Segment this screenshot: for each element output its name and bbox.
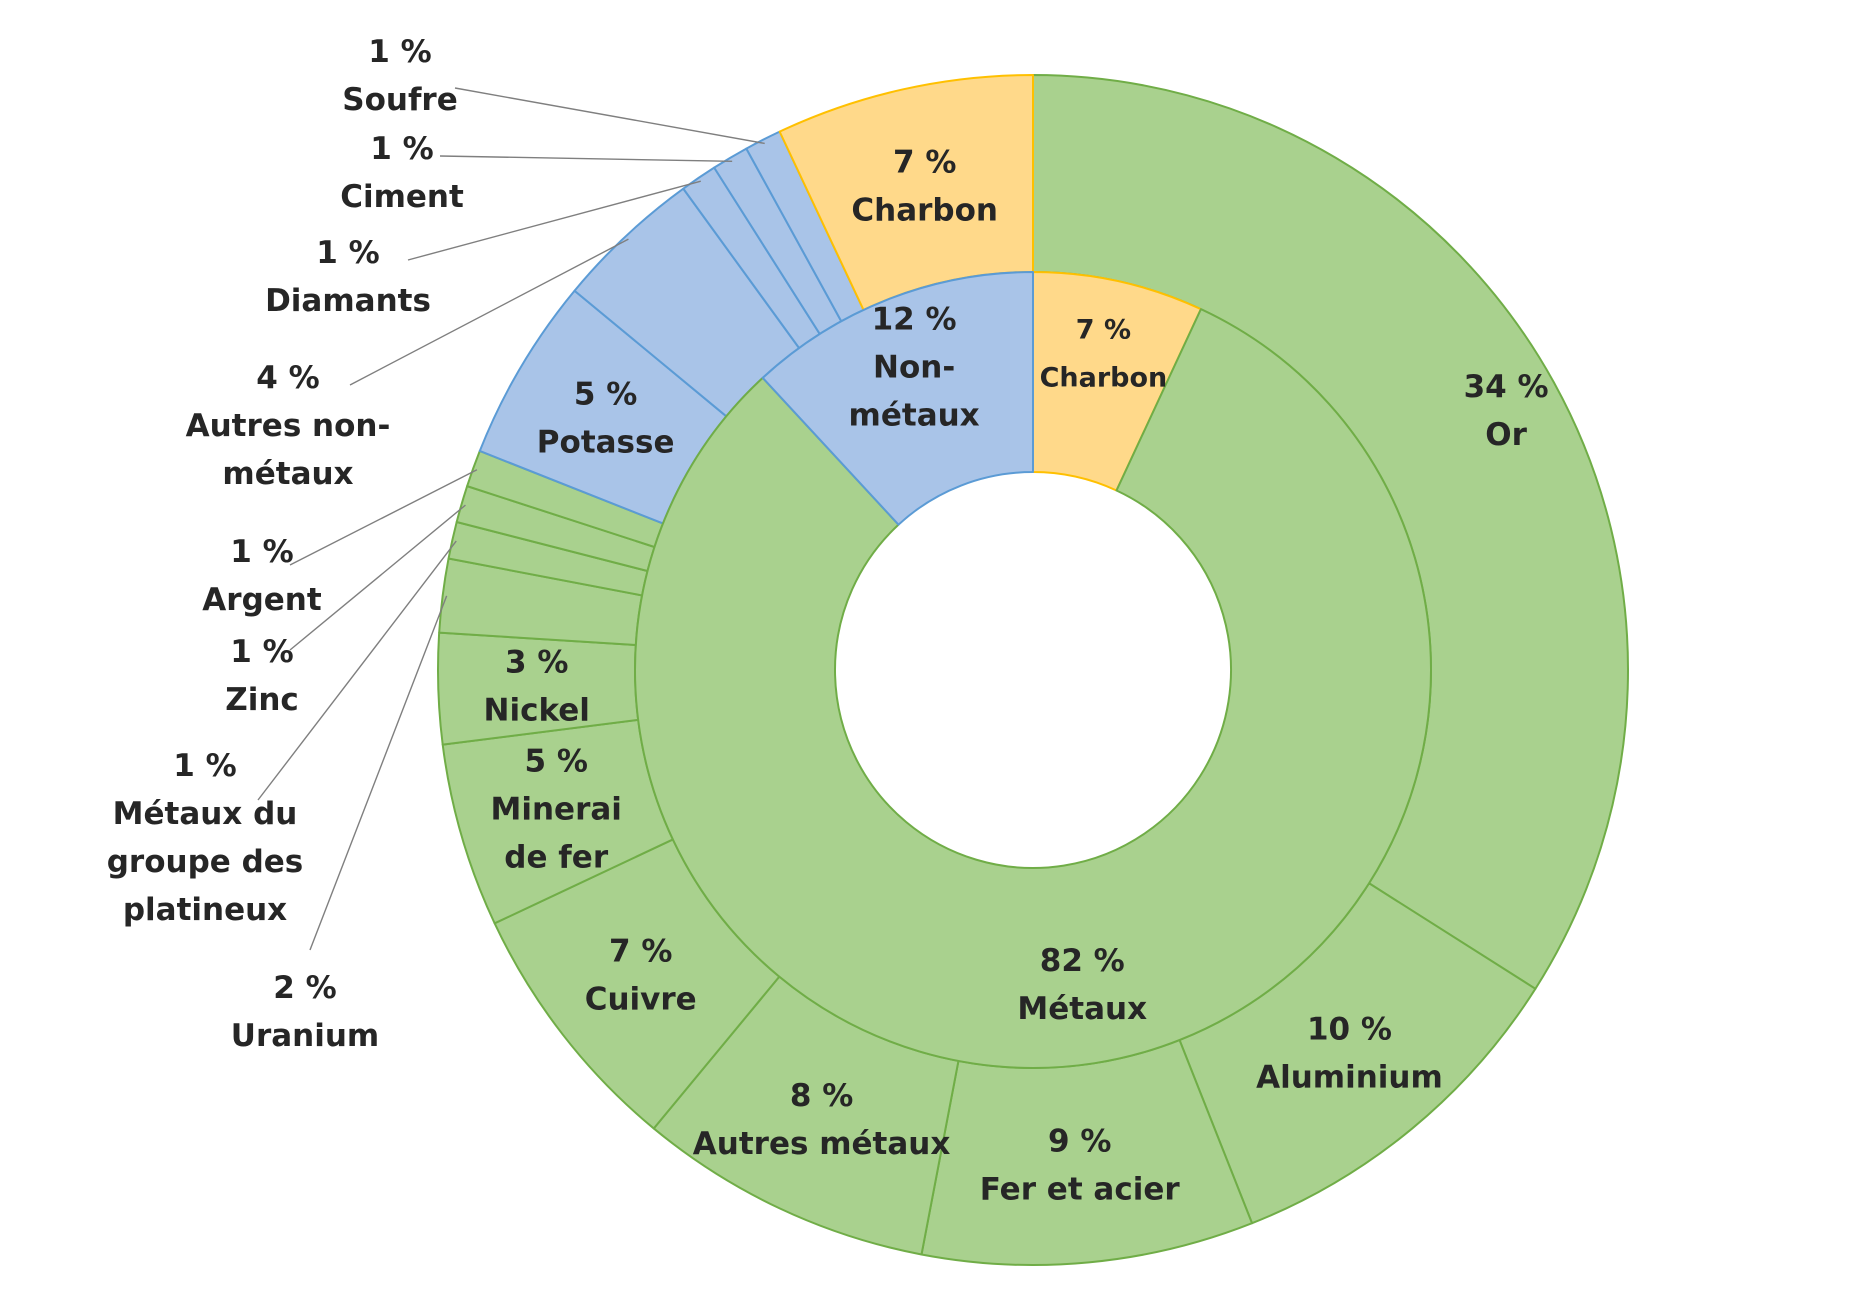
label-percent: 10 % bbox=[1307, 1012, 1392, 1048]
slice-outer-autres-non-metaux-leader-line bbox=[349, 238, 629, 386]
slice-outer-nickel-label: 3 % Nickel bbox=[484, 645, 590, 729]
slice-inner-metaux-label: 82 % Métaux bbox=[1017, 943, 1147, 1027]
label-name: Potasse bbox=[537, 424, 675, 460]
slice-outer-metaux-du-groupe-des-platineux-leader-line bbox=[257, 540, 457, 801]
label-percent: 1 % bbox=[230, 534, 293, 570]
data-labels: 7 % Charbon 82 % Métaux 12 % Non-métaux 34 % Or… bbox=[107, 34, 1549, 1207]
label-percent: 1 % bbox=[370, 131, 433, 167]
label-percent: 9 % bbox=[1048, 1123, 1111, 1159]
slice-outer-zinc-leader-line bbox=[289, 504, 466, 651]
label-percent: 7 % bbox=[893, 144, 956, 180]
label-name: métaux bbox=[849, 397, 980, 433]
slice-outer-cuivre-label: 7 % Cuivre bbox=[585, 933, 697, 1017]
slice-outer-ciment-label: 1 % Ciment bbox=[340, 131, 464, 215]
label-name: Autres non- bbox=[186, 408, 391, 444]
label-name: Fer et acier bbox=[980, 1171, 1181, 1207]
slice-outer-minerai-de-fer-label: 5 % Minerai de fer bbox=[491, 744, 622, 876]
label-name: de fer bbox=[504, 840, 609, 876]
slice-outer-fer-et-acier-label: 9 % Fer et acier bbox=[980, 1123, 1181, 1207]
slice-outer-diamants-label: 1 % Diamants bbox=[265, 235, 431, 319]
label-name: métaux bbox=[222, 456, 353, 492]
inner-ring bbox=[634, 271, 1432, 1069]
label-percent: 1 % bbox=[316, 235, 379, 271]
label-percent: 1 % bbox=[230, 634, 293, 670]
slice-outer-autres-metaux-label: 8 % Autres métaux bbox=[693, 1078, 951, 1162]
label-name: Cuivre bbox=[585, 981, 697, 1017]
slice-outer-autres-non-metaux-label: 4 % Autres non-métaux bbox=[186, 360, 391, 492]
label-percent: 8 % bbox=[790, 1078, 853, 1114]
label-name: Non- bbox=[873, 349, 955, 385]
slice-outer-zinc-label: 1 % Zinc bbox=[225, 634, 299, 718]
label-percent: 1 % bbox=[368, 34, 431, 70]
label-name: Charbon bbox=[1040, 363, 1168, 394]
label-name: Métaux du bbox=[113, 796, 298, 832]
label-name: Nickel bbox=[484, 693, 590, 729]
outer-ring bbox=[437, 74, 1629, 1266]
slice-outer-charbon-label: 7 % Charbon bbox=[851, 144, 998, 228]
label-percent: 5 % bbox=[524, 744, 587, 780]
slice-outer-uranium-label: 2 % Uranium bbox=[231, 970, 379, 1054]
label-name: groupe des bbox=[107, 844, 304, 880]
label-percent: 34 % bbox=[1464, 369, 1549, 405]
slice-outer-soufre-label: 1 % Soufre bbox=[342, 34, 458, 118]
label-percent: 7 % bbox=[609, 933, 672, 969]
slice-inner-metaux bbox=[634, 308, 1432, 1069]
slice-outer-metaux-du-groupe-des-platineux-label: 1 % Métaux du groupe des platineux bbox=[107, 748, 304, 928]
slice-inner-non-metaux bbox=[761, 271, 1034, 526]
leader-lines bbox=[257, 87, 765, 951]
slice-outer-aluminium-label: 10 % Aluminium bbox=[1256, 1012, 1443, 1096]
slice-outer-soufre-leader-line bbox=[454, 87, 765, 145]
label-percent: 4 % bbox=[256, 360, 319, 396]
label-percent: 3 % bbox=[505, 645, 568, 681]
label-percent: 1 % bbox=[173, 748, 236, 784]
label-name: platineux bbox=[123, 892, 287, 928]
label-name: Autres métaux bbox=[693, 1126, 951, 1162]
slice-outer-argent-label: 1 % Argent bbox=[202, 534, 322, 618]
label-name: Charbon bbox=[851, 192, 998, 228]
label-name: Soufre bbox=[342, 82, 458, 118]
label-name: Métaux bbox=[1017, 991, 1147, 1027]
label-name: Diamants bbox=[265, 283, 431, 319]
label-name: Or bbox=[1485, 417, 1527, 453]
slice-inner-charbon-label: 7 % Charbon bbox=[1040, 315, 1168, 394]
label-percent: 2 % bbox=[273, 970, 336, 1006]
slice-outer-ciment-leader-line bbox=[439, 155, 733, 163]
label-percent: 5 % bbox=[574, 376, 637, 412]
slice-inner-non-metaux-label: 12 % Non-métaux bbox=[849, 301, 980, 433]
label-name: Aluminium bbox=[1256, 1060, 1443, 1096]
slice-outer-diamants-leader-line bbox=[407, 180, 701, 261]
label-percent: 12 % bbox=[872, 301, 957, 337]
label-name: Zinc bbox=[225, 682, 299, 718]
slice-outer-potasse-label: 5 % Potasse bbox=[537, 376, 675, 460]
label-name: Argent bbox=[202, 582, 322, 618]
label-name: Uranium bbox=[231, 1018, 379, 1054]
slice-outer-or-label: 34 % Or bbox=[1464, 369, 1549, 453]
label-percent: 82 % bbox=[1040, 943, 1125, 979]
slice-outer-uranium-leader-line bbox=[309, 595, 448, 951]
label-name: Minerai bbox=[491, 792, 622, 828]
label-percent: 7 % bbox=[1076, 315, 1131, 346]
label-name: Ciment bbox=[340, 179, 464, 215]
slice-outer-argent-leader-line bbox=[289, 469, 478, 566]
